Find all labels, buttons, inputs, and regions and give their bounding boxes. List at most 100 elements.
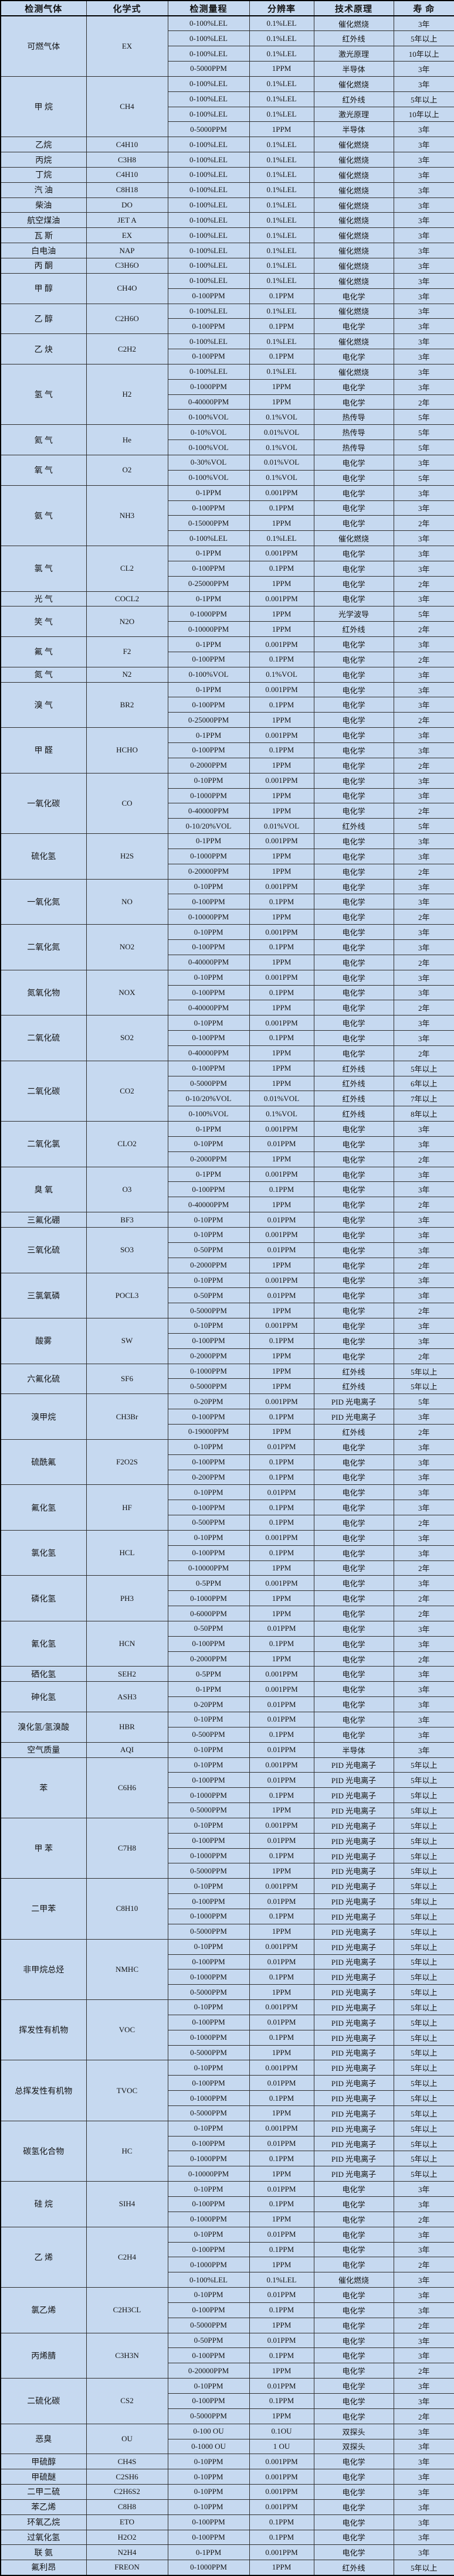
table-row: 空气质量 AQI 0-10PPM 0.01PPM 半导体 3年: [0, 1742, 454, 1758]
principle-cell: 电化学: [313, 878, 394, 895]
formula-cell: CH4: [86, 76, 168, 138]
formula-cell: C3H6O: [86, 258, 168, 274]
lifespan-cell: 3年: [393, 2423, 454, 2439]
table-row: 0-5000PPM 1PPM PID 光电离子 5年以上: [1, 2045, 454, 2061]
range-cell: 0-10PPM: [167, 1015, 250, 1031]
range-cell: 0-5000PPM: [167, 1075, 250, 1092]
table-row: 0-100%VOL 0.1%VOL 红外线 8年以上: [1, 1106, 454, 1122]
table-row: 0-40000PPM 1PPM 电化学 2年: [1, 1197, 454, 1213]
lifespan-cell: 3年: [393, 1666, 454, 1682]
resolution-cell: 0.1PPM: [249, 560, 314, 577]
table-row: 0-100PPM 0.1PPM 电化学 3年: [1, 1454, 454, 1470]
table-row: 柴油 DO 0-100%LEL 0.1%LEL 催化燃烧 3年: [0, 197, 454, 213]
column-header: 化学式: [86, 0, 168, 16]
lifespan-cell: 3年: [393, 2484, 454, 2500]
resolution-cell: 1PPM: [249, 712, 314, 728]
range-cell: 0-100PPM: [167, 318, 250, 335]
resolution-cell: 0.1PPM: [249, 1545, 314, 1561]
resolution-cell: 1PPM: [249, 2211, 314, 2227]
resolution-cell: 0.01PPM: [249, 1954, 314, 1970]
principle-cell: 催化燃烧: [313, 166, 394, 183]
resolution-cell: 1PPM: [249, 1060, 314, 1076]
gas-name-cell: 甲 醇: [0, 272, 87, 304]
principle-cell: 红外线: [313, 91, 394, 107]
range-cell: 0-100%LEL: [167, 166, 250, 183]
lifespan-cell: 5年以上: [393, 1757, 454, 1773]
principle-cell: 电化学: [313, 666, 394, 683]
resolution-cell: 0.01PPM: [249, 1832, 314, 1849]
range-cell: 0-100PPM: [167, 1832, 250, 1849]
gas-name-cell: 硫酰氟: [0, 1439, 87, 1485]
range-cell: 0-100%LEL: [167, 530, 250, 547]
principle-cell: 电化学: [313, 318, 394, 335]
lifespan-cell: 2年: [393, 1197, 454, 1213]
table-row: 0-100PPM 0.1PPM 电化学 3年: [1, 1545, 454, 1561]
lifespan-cell: 5年以上: [393, 1787, 454, 1804]
range-cell: 0-1000 OU: [167, 2438, 250, 2455]
principle-cell: 电化学: [313, 2363, 394, 2379]
formula-cell: AQI: [86, 1742, 168, 1758]
lifespan-cell: 2年: [393, 1606, 454, 1621]
range-cell: 0-1PPM: [167, 1121, 250, 1137]
table-row: 0-100PPM 0.1PPM 电化学 3年: [1, 349, 454, 364]
gas-name-cell: 氮氧化物: [0, 969, 87, 1016]
range-cell: 0-10PPM: [167, 1878, 250, 1894]
range-cell: 0-5000PPM: [167, 2045, 250, 2061]
principle-cell: 催化燃烧: [313, 182, 394, 198]
range-cell: 0-10PPM: [167, 1212, 250, 1228]
table-row: 0-100PPM 0.01PPM PID 光电离子 5年以上: [1, 1832, 454, 1849]
principle-cell: 红外线: [313, 621, 394, 638]
principle-cell: 红外线: [313, 1091, 394, 1107]
resolution-cell: 1PPM: [249, 1923, 314, 1940]
range-cell: 0-100PPM: [167, 1060, 250, 1076]
lifespan-cell: 3年: [393, 833, 454, 849]
gas-name-cell: 过氧化氢: [0, 2529, 87, 2546]
lifespan-cell: 2年: [393, 394, 454, 410]
principle-cell: 双探头: [313, 2438, 394, 2455]
principle-cell: 红外线: [313, 2560, 394, 2576]
table-row: 汽 油 C8H18 0-100%LEL 0.1%LEL 催化燃烧 3年: [0, 182, 454, 198]
principle-cell: 电化学: [313, 1287, 394, 1304]
resolution-cell: 0.001PPM: [249, 2060, 314, 2076]
range-cell: 0-100PPM: [167, 2241, 250, 2258]
range-cell: 0-100PPM: [167, 2075, 250, 2091]
principle-cell: 电化学: [313, 1500, 394, 1516]
principle-cell: 电化学: [313, 2469, 394, 2485]
table-row: 三氧化硫 SO3 0-10PPM 0.001PPM 电化学 3年: [0, 1227, 454, 1273]
table-row: 0-40000PPM 1PPM 电化学 2年: [1, 1045, 454, 1061]
resolution-cell: 0.1%VOL: [249, 666, 314, 683]
range-cell: 0-25000PPM: [167, 712, 250, 728]
table-row: 丁烷 C4H10 0-100%LEL 0.1%LEL 催化燃烧 3年: [0, 166, 454, 183]
resolution-cell: 0.1PPM: [249, 1726, 314, 1743]
table-row: 0-100PPM 0.1PPM 电化学 3年: [1, 288, 454, 304]
range-cell: 0-100PPM: [167, 560, 250, 577]
lifespan-cell: 3年: [393, 379, 454, 395]
range-cell: 0-100PPM: [167, 2529, 250, 2546]
table-row: 氯化氢 HCL 0-10PPM 0.001PPM 电化学 3年: [0, 1529, 454, 1576]
principle-cell: 电化学: [313, 1318, 394, 1334]
range-cell: 0-2000PPM: [167, 1348, 250, 1364]
resolution-cell: 0.1%LEL: [249, 166, 314, 183]
table-row: 氦 气 He 0-10%VOL 0.01%VOL 热传导 5年: [0, 424, 454, 455]
table-row: 0-100PPM 0.01PPM PID 光电离子 5年以上: [1, 2135, 454, 2152]
table-row: 二甲二硫 C2H6S2 0-10PPM 0.001PPM 电化学 3年: [0, 2484, 454, 2500]
resolution-cell: 0.1PPM: [249, 2151, 314, 2167]
lifespan-cell: 3年: [393, 1454, 454, 1470]
table-row: 氢 气 H2 0-100%LEL 0.1%LEL 催化燃烧 3年: [0, 363, 454, 425]
principle-cell: 激光原理: [313, 106, 394, 122]
resolution-cell: 0.001PPM: [249, 636, 314, 652]
table-row: 0-100%VOL 0.1%VOL 电化学 5年: [1, 469, 454, 486]
table-row: 甲 醇 CH4O 0-100%LEL 0.1%LEL 催化燃烧 3年: [0, 272, 454, 304]
lifespan-cell: 3年: [393, 288, 454, 304]
principle-cell: 电化学: [313, 969, 394, 986]
principle-cell: 红外线: [313, 1378, 394, 1395]
lifespan-cell: 5年以上: [393, 2045, 454, 2061]
range-cell: 0-10%VOL: [167, 424, 250, 441]
resolution-cell: 0.1PPM: [249, 1409, 314, 1425]
table-row: 乙 醇 C2H6O 0-100%LEL 0.1%LEL 催化燃烧 3年: [0, 303, 454, 335]
lifespan-cell: 3年: [393, 2181, 454, 2197]
lifespan-cell: 5年: [393, 409, 454, 425]
formula-cell: CS2: [86, 2378, 168, 2424]
lifespan-cell: 3年: [393, 2514, 454, 2530]
formula-cell: C8H18: [86, 182, 168, 198]
